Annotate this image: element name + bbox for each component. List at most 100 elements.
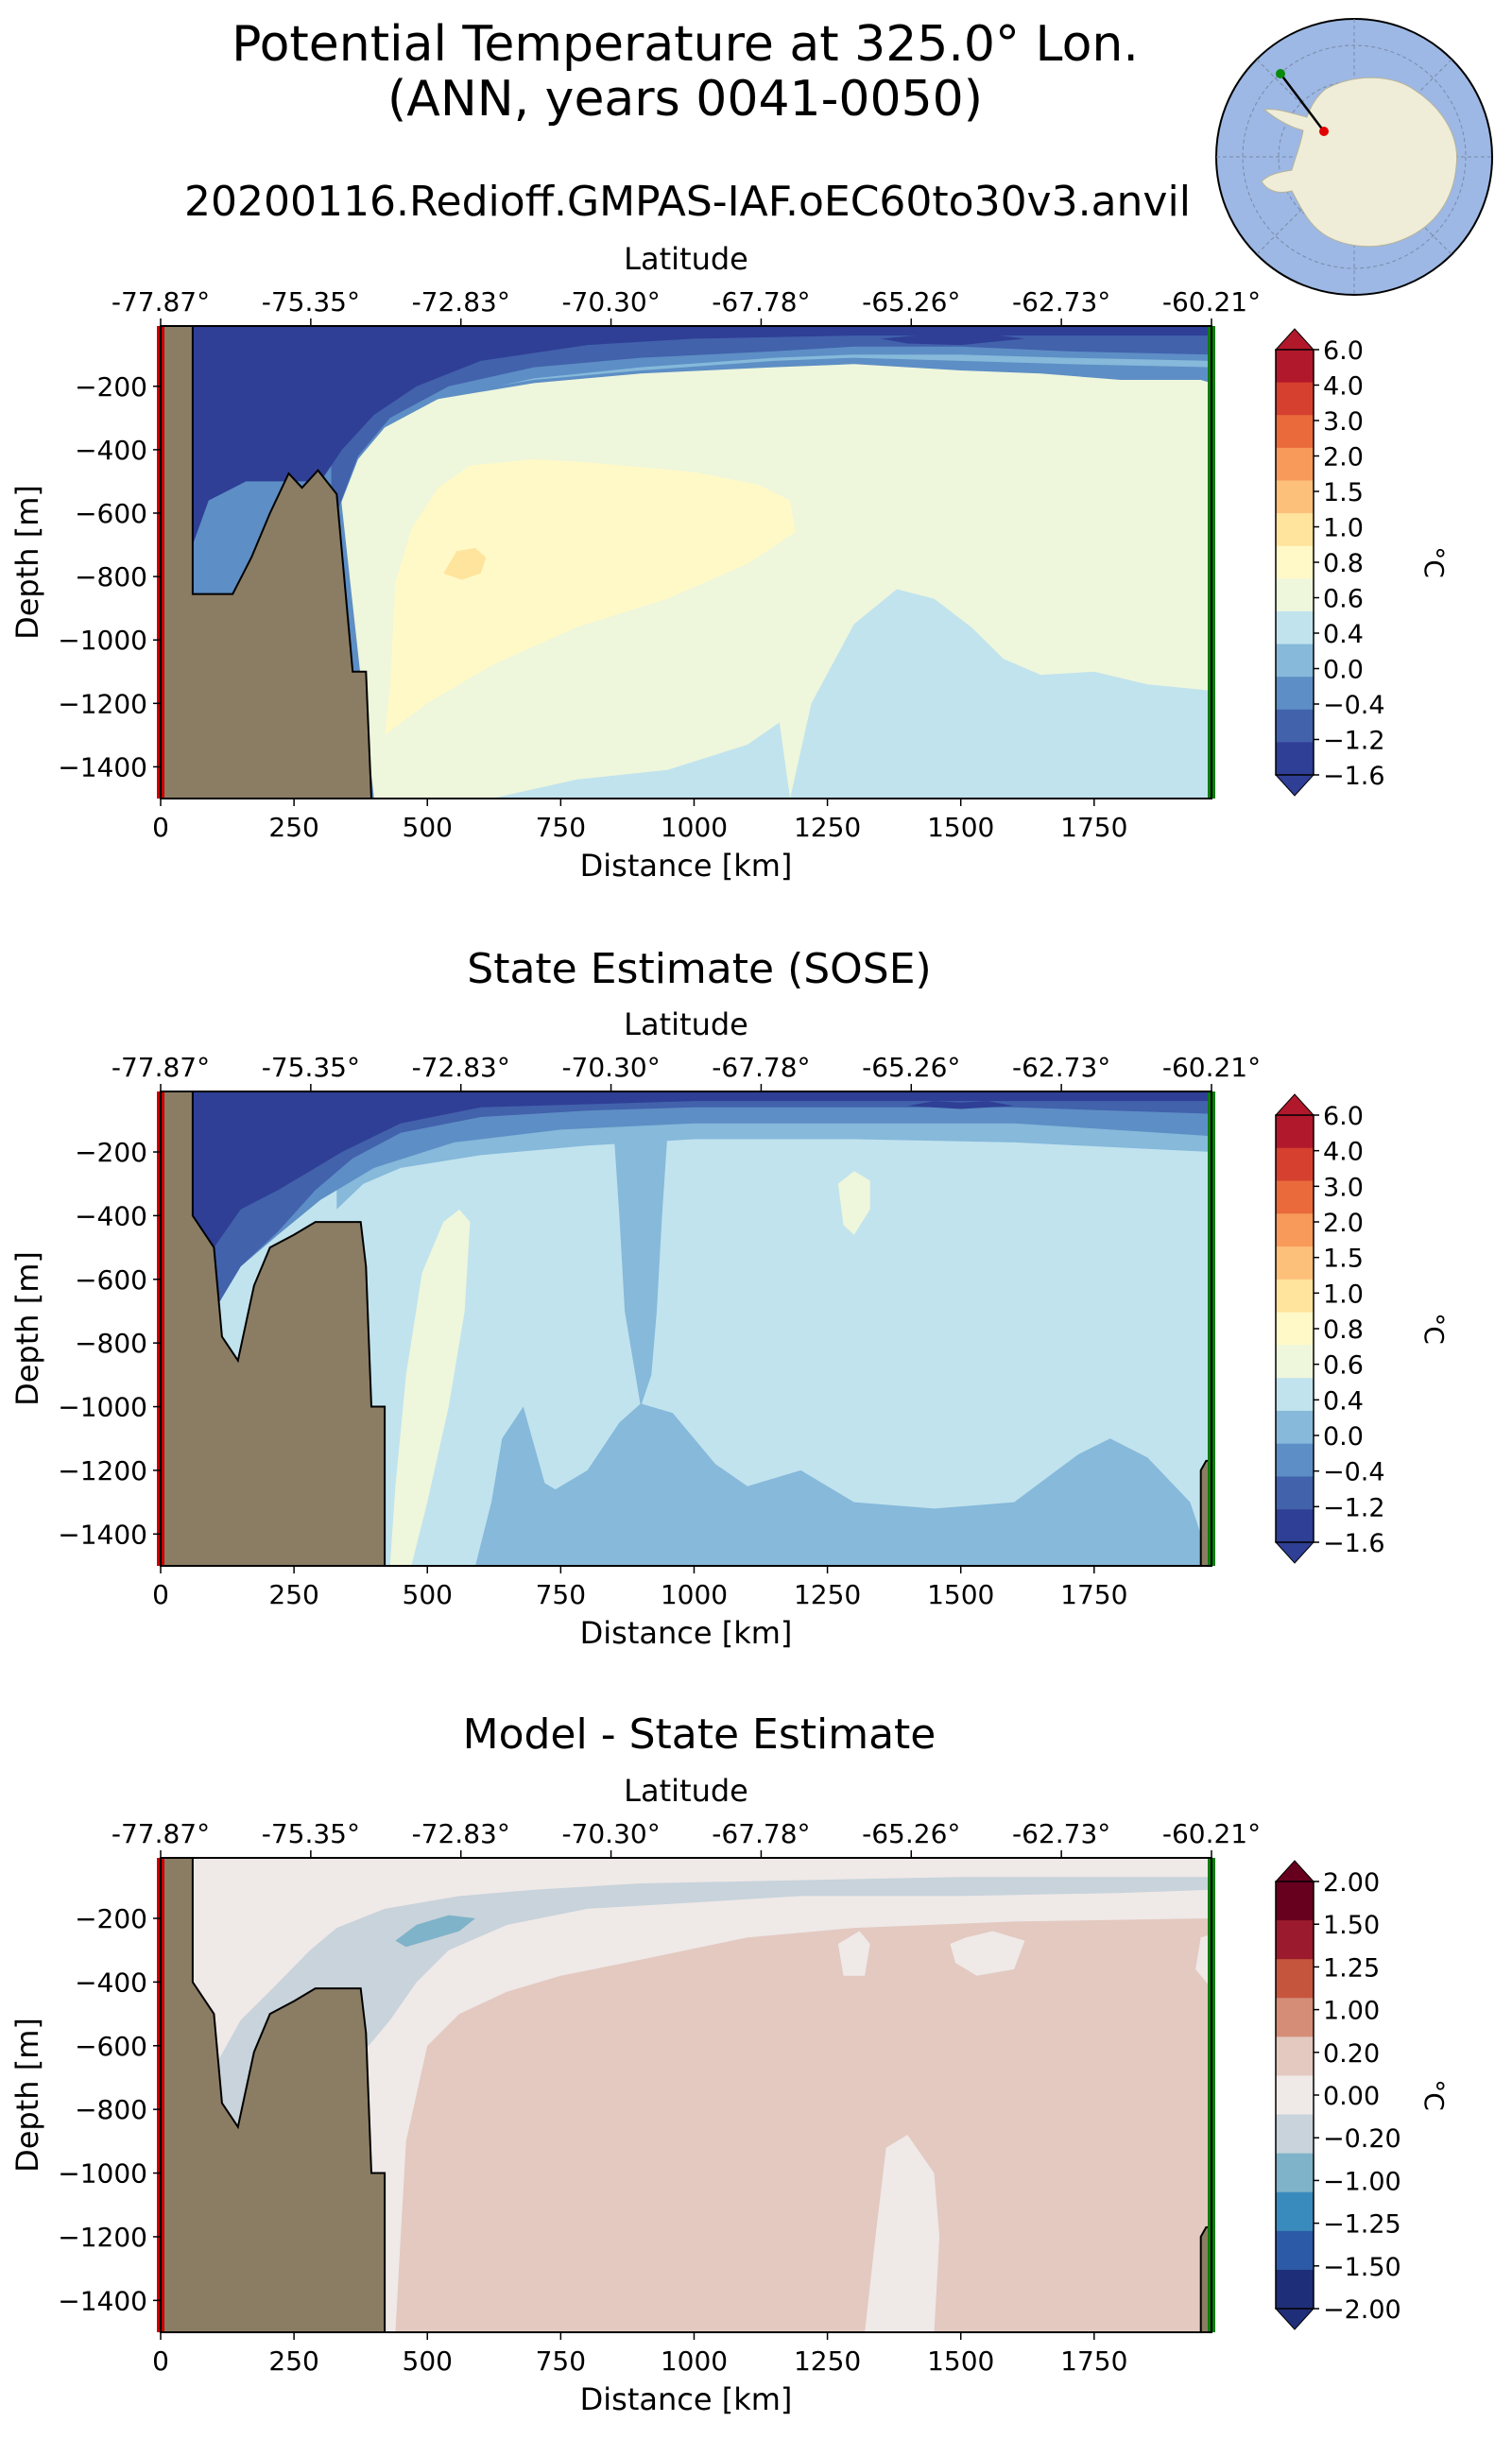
panel-1-seafloor-left — [161, 326, 373, 799]
panel-3-colorbar-level: −2.00 — [1323, 2295, 1401, 2325]
panel-3-lat-axis-label: Latitude — [624, 1773, 748, 1809]
panel-2-colorbar-band — [1276, 1147, 1314, 1182]
panel-2-x-tick-label: 250 — [268, 1579, 318, 1610]
panel-2-colorbar-label: °C — [1418, 1313, 1450, 1345]
panel-1-colorbar-band — [1276, 480, 1314, 514]
panel-2-seafloor-left — [161, 1091, 387, 1566]
panel-2-colorbar-band — [1276, 1410, 1314, 1445]
panel-2-colorbar-level: 0.6 — [1323, 1351, 1364, 1381]
antarctica-landmass — [1261, 77, 1458, 248]
panel-3-colorbar-level: 2.00 — [1323, 1868, 1380, 1898]
panel-2-y-tick-label: −200 — [75, 1137, 147, 1168]
panel-2-x-tick-label: 1500 — [927, 1579, 994, 1610]
panel-1-lat-tick-label: -60.21° — [1162, 286, 1261, 318]
panel-1-y-tick-label: −1200 — [58, 688, 147, 719]
panel-3-y-tick-label: −200 — [75, 1903, 147, 1934]
panel-2-colorbar-band — [1276, 1246, 1314, 1280]
panel-1-colorbar-level: 0.4 — [1323, 620, 1364, 649]
panel-2-x-tick-label: 1000 — [661, 1579, 728, 1610]
panel-1-contour-band-11 — [881, 334, 1025, 346]
panel-2-colorbar-max-extend — [1274, 1093, 1315, 1116]
panel-2-lat-tick-label: -70.30° — [561, 1052, 660, 1083]
panel-3-colorbar-band — [1276, 2230, 1314, 2271]
panel-1-colorbar-band — [1276, 350, 1314, 384]
panel-3-plot — [153, 1850, 1319, 2340]
panel-2-colorbar-band — [1276, 1509, 1314, 1543]
panel-2-lat-tick-label: -65.26° — [862, 1052, 960, 1083]
panel-2-contour-band-2 — [475, 1403, 1211, 1566]
panel-1-colorbar-level: −1.6 — [1323, 762, 1385, 791]
panel-2-y-tick-label: −1000 — [58, 1392, 147, 1423]
panel-1-contour-band-4 — [491, 722, 791, 799]
panel-2-colorbar-level: 4.0 — [1323, 1138, 1364, 1167]
panel-2-contour-band-3 — [613, 1136, 668, 1407]
panel-1-colorbar-band — [1276, 610, 1314, 645]
panel-2-lat-tick-label: -72.83° — [412, 1052, 510, 1083]
panel-1-x-tick-label: 250 — [268, 812, 318, 843]
panel-1-field — [161, 326, 1211, 799]
panel-2-y-tick-label: −1400 — [58, 1519, 147, 1550]
panel-3-colorbar-level: 1.00 — [1323, 1997, 1380, 2026]
panel-2-contour-band-10 — [907, 1101, 1015, 1109]
panel-3-contour-band-2 — [395, 1918, 1211, 2332]
panel-2-lat-tick-label: -60.21° — [1162, 1052, 1261, 1083]
panel-1-lat-tick-label: -77.87° — [112, 286, 210, 318]
panel-2-colorbar-level: 0.4 — [1323, 1386, 1364, 1416]
panel-1-lat-tick-label: -67.78° — [712, 286, 810, 318]
panel-1-colorbar-level: 2.0 — [1323, 443, 1364, 472]
panel-3-x-tick-label: 1250 — [794, 2345, 861, 2377]
panel-2-colorbar-level: 3.0 — [1323, 1173, 1364, 1202]
panel-3-colorbar-level: −1.50 — [1323, 2253, 1401, 2282]
panel-1-colorbar-band — [1276, 415, 1314, 449]
panel-1-colorbar-band — [1276, 382, 1314, 416]
panel-1-x-tick-label: 1750 — [1060, 812, 1127, 843]
transect-start-marker — [1319, 127, 1329, 136]
panel-1-lat-tick-label: -75.35° — [262, 286, 360, 318]
panel-3-colorbar-band — [1276, 1998, 1314, 2037]
panel-3-colorbar-level: 1.50 — [1323, 1911, 1380, 1940]
panel-1-colorbar-level: 3.0 — [1323, 407, 1364, 437]
panel-2-title: State Estimate (SOSE) — [467, 945, 932, 993]
panel-3-y-tick-label: −800 — [75, 2094, 147, 2125]
panel-3-lat-tick-label: -62.73° — [1012, 1818, 1110, 1849]
panel-3-colorbar-max-extend — [1274, 1860, 1315, 1882]
panel-2-colorbar-band — [1276, 1476, 1314, 1510]
panel-3-x-tick-label: 0 — [152, 2345, 169, 2377]
panel-3-contour-band-5 — [950, 1931, 1025, 1976]
panel-1-y-tick-label: −400 — [75, 435, 147, 466]
panel-1-y-tick-label: −800 — [75, 561, 147, 593]
panel-1-colorbar-min-extend — [1274, 774, 1315, 797]
panel-1-y-tick-label: −1000 — [58, 625, 147, 656]
main-title: Potential Temperature at 325.0° Lon. (AN… — [0, 17, 1370, 127]
panel-2-colorbar-band — [1276, 1180, 1314, 1214]
panel-3-y-tick-label: −1000 — [58, 2158, 147, 2190]
panel-3-seafloor-left — [161, 1858, 387, 2332]
panel-2-colorbar-level: −1.2 — [1323, 1493, 1385, 1522]
panel-1-frame — [160, 325, 1212, 799]
panel-3-lat-tick-label: -60.21° — [1162, 1818, 1261, 1849]
panel-1-colorbar-level: 4.0 — [1323, 372, 1364, 402]
panel-2-y-tick-label: −600 — [75, 1264, 147, 1296]
panel-3-x-tick-label: 750 — [536, 2345, 586, 2377]
panel-1-y-axis-label: Depth [m] — [9, 485, 45, 640]
panel-3-y-tick-label: −400 — [75, 1967, 147, 1998]
panel-3-colorbar-band — [1276, 2036, 1314, 2076]
panel-3-colorbar-label: °C — [1418, 2079, 1450, 2111]
panel-3-colorbar-level: −0.20 — [1323, 2124, 1401, 2154]
antarctic-locator-map — [1212, 15, 1496, 299]
panel-3-colorbar-band — [1276, 2191, 1314, 2232]
panel-3-y-tick-label: −600 — [75, 2031, 147, 2062]
panel-1-colorbar-band — [1276, 578, 1314, 612]
panel-2-x-axis-label: Distance [km] — [580, 1615, 793, 1651]
panel-1-x-tick-label: 500 — [403, 812, 453, 843]
panel-2-y-tick-label: −1200 — [58, 1455, 147, 1486]
panel-1-contour-band-6 — [443, 547, 487, 580]
panel-3-colorbar-band — [1276, 2153, 1314, 2193]
panel-2-lat-tick-label: -62.73° — [1012, 1052, 1110, 1083]
panel-1-contour-band-3 — [790, 589, 1211, 799]
panel-1-colorbar-band — [1276, 447, 1314, 481]
panel-3-x-tick-label: 1750 — [1060, 2345, 1127, 2377]
transect-line — [1280, 73, 1325, 132]
panel-2-x-tick-label: 0 — [152, 1579, 169, 1610]
panel-2-colorbar-level: 6.0 — [1323, 1102, 1364, 1131]
